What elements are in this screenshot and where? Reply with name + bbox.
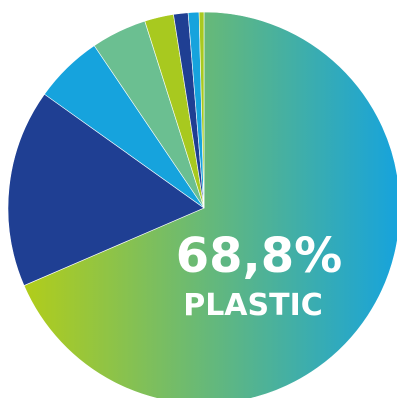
plastic-percent-label: 68,8%: [176, 228, 343, 284]
pie-slice-plastic: [23, 11, 397, 398]
pie-slice-8: [198, 11, 205, 209]
plastic-category-label: PLASTIC: [183, 288, 323, 323]
pie-slices: [7, 11, 397, 398]
pie-slice-2: [7, 93, 205, 286]
